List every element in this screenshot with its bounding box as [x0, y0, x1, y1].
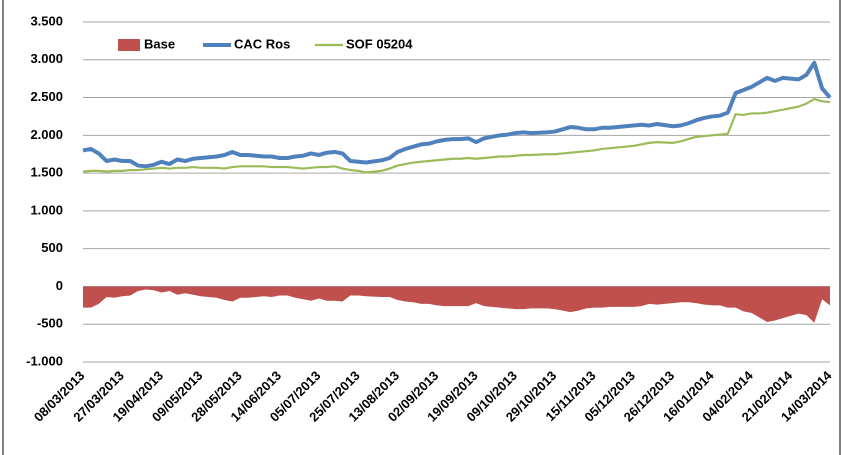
y-tick-label: 2.500	[30, 89, 63, 104]
line	[82, 60, 832, 169]
legend-swatch	[118, 39, 140, 51]
y-tick-label: -500	[37, 316, 63, 331]
legend-label: SOF 05204	[346, 36, 413, 51]
y-tick-label: -1.000	[26, 353, 63, 368]
area	[83, 286, 830, 323]
y-tick-label: 1.500	[30, 165, 63, 180]
line	[82, 97, 831, 174]
y-tick-label: 1.000	[30, 202, 63, 217]
legend-label: CAC Ros	[234, 36, 290, 51]
y-tick-label: 3.000	[30, 51, 63, 66]
y-tick-label: 0	[56, 278, 63, 293]
legend-label: Base	[144, 36, 175, 51]
y-tick-label: 3.500	[30, 13, 63, 28]
y-tick-label: 500	[41, 240, 63, 255]
y-tick-label: 2.000	[30, 127, 63, 142]
